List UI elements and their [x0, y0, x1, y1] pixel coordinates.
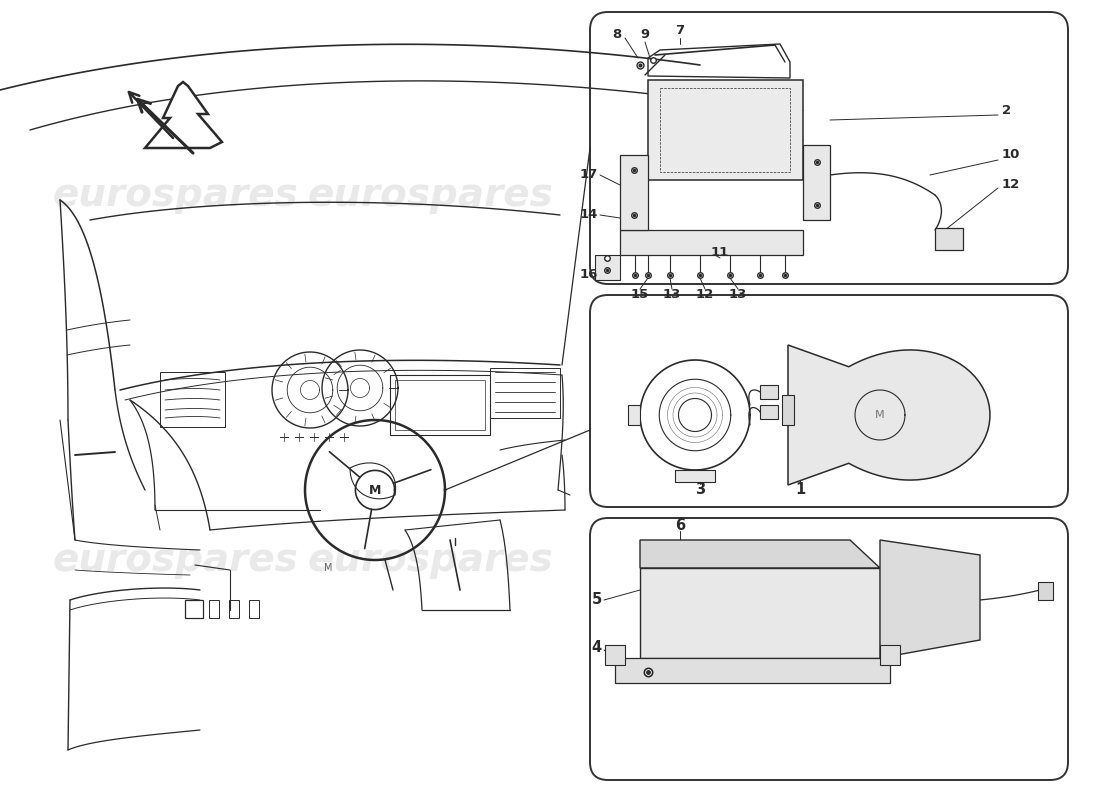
- Polygon shape: [640, 540, 880, 568]
- Text: 11: 11: [711, 246, 729, 258]
- Bar: [782, 395, 794, 425]
- Text: eurospares: eurospares: [307, 541, 553, 579]
- Text: 10: 10: [1002, 149, 1021, 162]
- Bar: [1038, 582, 1053, 600]
- Bar: [395, 380, 485, 430]
- Polygon shape: [620, 230, 803, 255]
- Text: eurospares: eurospares: [52, 176, 298, 214]
- Text: 12: 12: [696, 289, 714, 302]
- Bar: [209, 600, 219, 618]
- Bar: [648, 80, 803, 180]
- Polygon shape: [145, 82, 222, 148]
- Text: 2: 2: [1002, 103, 1011, 117]
- Polygon shape: [595, 255, 620, 280]
- Bar: [615, 658, 890, 683]
- Text: eurospares: eurospares: [307, 176, 553, 214]
- Bar: [640, 568, 880, 658]
- Text: eurospares: eurospares: [637, 176, 883, 214]
- Polygon shape: [620, 155, 648, 230]
- Bar: [628, 405, 640, 425]
- Text: 17: 17: [580, 169, 598, 182]
- Text: eurospares: eurospares: [52, 541, 298, 579]
- Bar: [229, 600, 239, 618]
- Bar: [935, 228, 962, 250]
- Text: M: M: [368, 483, 382, 497]
- Bar: [675, 470, 715, 482]
- Text: 4: 4: [592, 641, 602, 655]
- Text: 6: 6: [675, 518, 685, 533]
- Text: M: M: [876, 410, 884, 420]
- FancyBboxPatch shape: [590, 12, 1068, 284]
- Text: 9: 9: [640, 29, 650, 42]
- Polygon shape: [880, 540, 980, 658]
- FancyBboxPatch shape: [590, 295, 1068, 507]
- Polygon shape: [788, 345, 990, 485]
- Polygon shape: [803, 145, 830, 220]
- Text: 16: 16: [580, 269, 598, 282]
- Text: eurospares: eurospares: [637, 541, 883, 579]
- Bar: [390, 375, 490, 435]
- Text: 7: 7: [675, 23, 684, 37]
- Bar: [185, 600, 204, 618]
- Text: 14: 14: [580, 209, 598, 222]
- Text: 15: 15: [631, 289, 649, 302]
- Text: 8: 8: [613, 29, 621, 42]
- Text: 5: 5: [592, 593, 602, 607]
- Bar: [660, 88, 790, 172]
- Bar: [490, 368, 560, 418]
- Bar: [760, 405, 778, 419]
- Bar: [249, 600, 258, 618]
- FancyBboxPatch shape: [590, 518, 1068, 780]
- Text: 1: 1: [795, 482, 805, 498]
- Bar: [160, 372, 226, 427]
- Text: M: M: [323, 563, 332, 573]
- Text: 12: 12: [1002, 178, 1021, 191]
- Text: 13: 13: [729, 289, 747, 302]
- Text: 3: 3: [695, 482, 705, 498]
- Bar: [760, 385, 778, 399]
- Bar: [880, 645, 900, 665]
- Bar: [605, 645, 625, 665]
- Text: 13: 13: [663, 289, 681, 302]
